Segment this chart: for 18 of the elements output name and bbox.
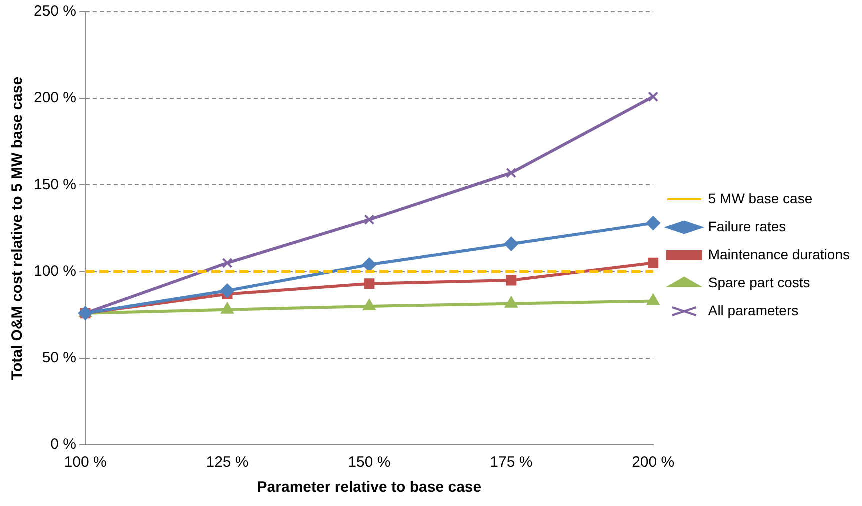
y-tick-label: 150 % [34, 176, 77, 194]
y-tick-label: 250 % [34, 3, 77, 20]
x-tick-label: 100 % [64, 454, 107, 472]
x-tick-label: 200 % [632, 454, 675, 472]
x-tick-label: 150 % [348, 454, 391, 472]
y-axis-title: Total O&M cost relative to 5 MW base case [9, 76, 26, 380]
y-tick-label: 200 % [34, 90, 77, 107]
x-tick-label: 175 % [490, 454, 533, 472]
x-tick-label: 125 % [206, 454, 249, 472]
legend-label: All parameters [708, 302, 799, 318]
legend-label: 5 MW base case [708, 190, 813, 206]
x-axis-title: Parameter relative to base case [257, 479, 482, 496]
y-tick-label: 100 % [34, 262, 77, 280]
y-tick-label: 50 % [42, 350, 77, 367]
legend-label: Spare part costs [708, 274, 810, 290]
legend-label: Failure rates [708, 218, 786, 234]
y-tick-label: 0 % [50, 436, 77, 454]
legend-label: Maintenance durations [708, 246, 850, 262]
